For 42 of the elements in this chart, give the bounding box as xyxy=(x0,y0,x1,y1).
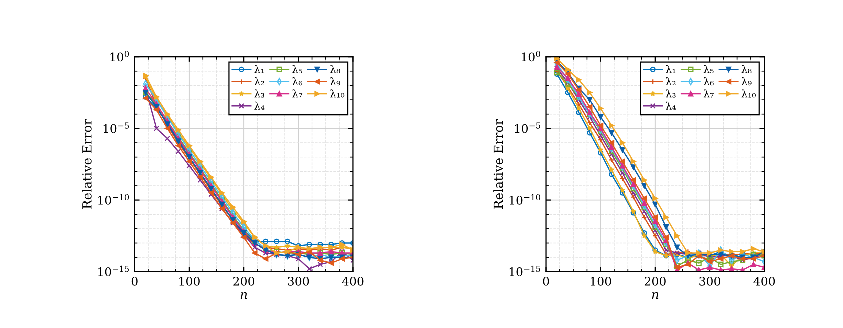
legend-label: λ₄ xyxy=(254,102,265,110)
legend-label: λ₃ xyxy=(254,90,264,98)
legend-label: λ₈ xyxy=(742,65,752,74)
x-tick-label: 400 xyxy=(342,276,364,286)
legend-label: λ₃ xyxy=(666,90,676,98)
x-tick-label: 400 xyxy=(754,276,776,286)
legend-label: λ₈ xyxy=(330,65,340,74)
x-tick-label: 100 xyxy=(591,276,612,286)
legend-label: λ₁₀ xyxy=(742,90,756,98)
x-tick-label: 200 xyxy=(644,276,666,286)
x-axis-title: n xyxy=(652,292,659,300)
y-axis-title: Relative Error xyxy=(82,119,92,209)
legend-label: λ₆ xyxy=(704,78,714,86)
legend-label: λ₇ xyxy=(292,90,303,98)
x-tick-label: 0 xyxy=(543,276,550,286)
legend-label: λ₆ xyxy=(292,78,303,86)
legend-label: λ₉ xyxy=(742,78,752,86)
x-tick-label: 100 xyxy=(180,276,200,286)
y-tick-label: 10$^{0}$ xyxy=(522,51,540,62)
y-tick-label: 10$^{−10}$ xyxy=(98,194,130,205)
legend-label: λ₅ xyxy=(704,65,714,74)
y-tick-label: 10$^{−15}$ xyxy=(98,266,130,276)
y-tick-label: 10$^{0}$ xyxy=(110,51,130,62)
legend-label: λ₂ xyxy=(666,78,676,86)
y-tick-label: 10$^{−5}$ xyxy=(515,122,540,134)
legend-label: λ₅ xyxy=(292,65,302,74)
y-tick-label: 10$^{−15}$ xyxy=(510,266,540,276)
legend-label: λ₁ xyxy=(254,65,264,74)
legend-label: λ₁₀ xyxy=(330,90,345,98)
x-tick-label: 0 xyxy=(132,276,138,286)
y-tick-label: 10$^{−10}$ xyxy=(510,194,540,205)
y-tick-label: 10$^{−5}$ xyxy=(104,122,130,134)
x-axis-title: n xyxy=(240,292,248,300)
x-tick-label: 300 xyxy=(700,276,720,286)
y-axis-title: Relative Error xyxy=(494,119,504,209)
legend-label: λ₄ xyxy=(666,102,676,110)
x-tick-label: 300 xyxy=(288,276,310,286)
legend-label: λ₁ xyxy=(666,65,676,74)
legend-label: λ₂ xyxy=(254,78,264,86)
x-tick-label: 200 xyxy=(234,276,255,286)
legend-label: λ₉ xyxy=(330,78,340,86)
legend-label: λ₇ xyxy=(704,90,714,98)
